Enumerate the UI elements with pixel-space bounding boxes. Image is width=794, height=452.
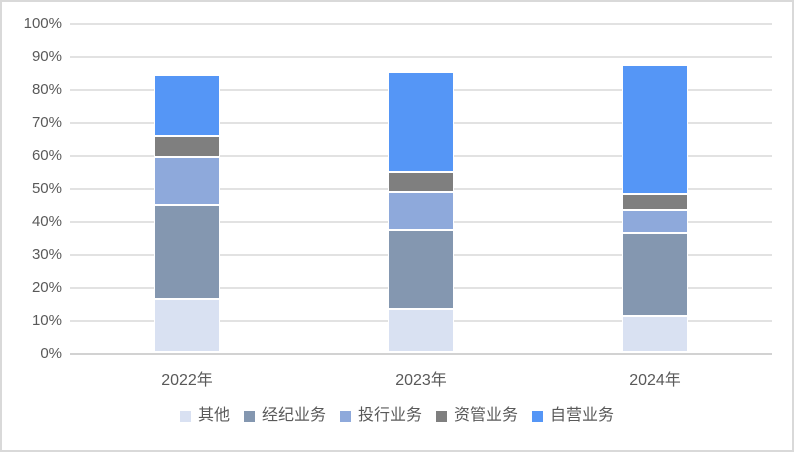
bar-2024年: [622, 64, 688, 352]
legend-swatch-icon: [339, 410, 351, 422]
bar-segment-2022年-自营业务: [154, 74, 220, 136]
bar-2023年: [388, 71, 454, 352]
legend-swatch-icon: [243, 410, 255, 422]
legend-label: 资管业务: [454, 407, 519, 424]
y-tick-label-50%: 50%: [31, 180, 62, 197]
bar-segment-2023年-资管业务: [388, 172, 454, 192]
legend-label: 经纪业务: [261, 407, 326, 424]
bar-segment-2024年-自营业务: [622, 64, 688, 194]
legend-label: 其他: [197, 407, 230, 424]
y-tick-label-30%: 30%: [31, 246, 62, 263]
bar-segment-2024年-经纪业务: [622, 233, 688, 316]
legend-label: 自营业务: [550, 407, 615, 424]
bar-segment-2023年-投行业务: [388, 191, 454, 230]
bar-segment-2022年-其他: [154, 299, 220, 352]
x-tick-label-2024年: 2024年: [629, 372, 681, 389]
x-tick-label-2023年: 2023年: [395, 372, 447, 389]
plot-area: [70, 23, 772, 355]
legend-label: 投行业务: [357, 407, 422, 424]
bar-segment-2024年-投行业务: [622, 210, 688, 234]
bar-2022年: [154, 74, 220, 352]
legend-swatch-icon: [436, 410, 447, 422]
bar-segment-2022年-经纪业务: [154, 205, 220, 300]
y-tick-label-70%: 70%: [31, 114, 62, 131]
gridline-100%: [70, 23, 772, 25]
legend-swatch-icon: [179, 410, 191, 422]
bar-segment-2022年-投行业务: [154, 157, 220, 206]
bar-segment-2023年-其他: [388, 309, 454, 352]
gridline-0%: [70, 353, 772, 355]
y-tick-label-0%: 0%: [40, 345, 62, 362]
bar-segment-2023年-自营业务: [388, 71, 454, 173]
legend-item-投行业务: 投行业务: [339, 406, 422, 426]
y-tick-label-10%: 10%: [31, 312, 62, 329]
legend-swatch-icon: [532, 410, 544, 422]
legend-item-经纪业务: 经纪业务: [243, 406, 326, 426]
y-tick-label-20%: 20%: [31, 279, 62, 296]
gridline-90%: [70, 56, 772, 58]
y-tick-label-40%: 40%: [31, 213, 62, 230]
x-tick-label-2022年: 2022年: [161, 372, 213, 389]
legend-item-其他: 其他: [179, 406, 230, 426]
chart-legend: 其他 经纪业务 投行业务 资管业务 自营业务: [2, 406, 792, 426]
bar-segment-2024年-其他: [622, 315, 688, 352]
y-tick-label-80%: 80%: [31, 81, 62, 98]
y-tick-label-90%: 90%: [31, 48, 62, 65]
y-tick-label-100%: 100%: [23, 15, 62, 32]
bar-segment-2024年-资管业务: [622, 193, 688, 211]
bar-segment-2022年-资管业务: [154, 135, 220, 158]
legend-item-自营业务: 自营业务: [532, 406, 614, 426]
bar-segment-2023年-经纪业务: [388, 229, 454, 310]
legend-item-资管业务: 资管业务: [436, 406, 518, 426]
y-tick-label-60%: 60%: [31, 147, 62, 164]
